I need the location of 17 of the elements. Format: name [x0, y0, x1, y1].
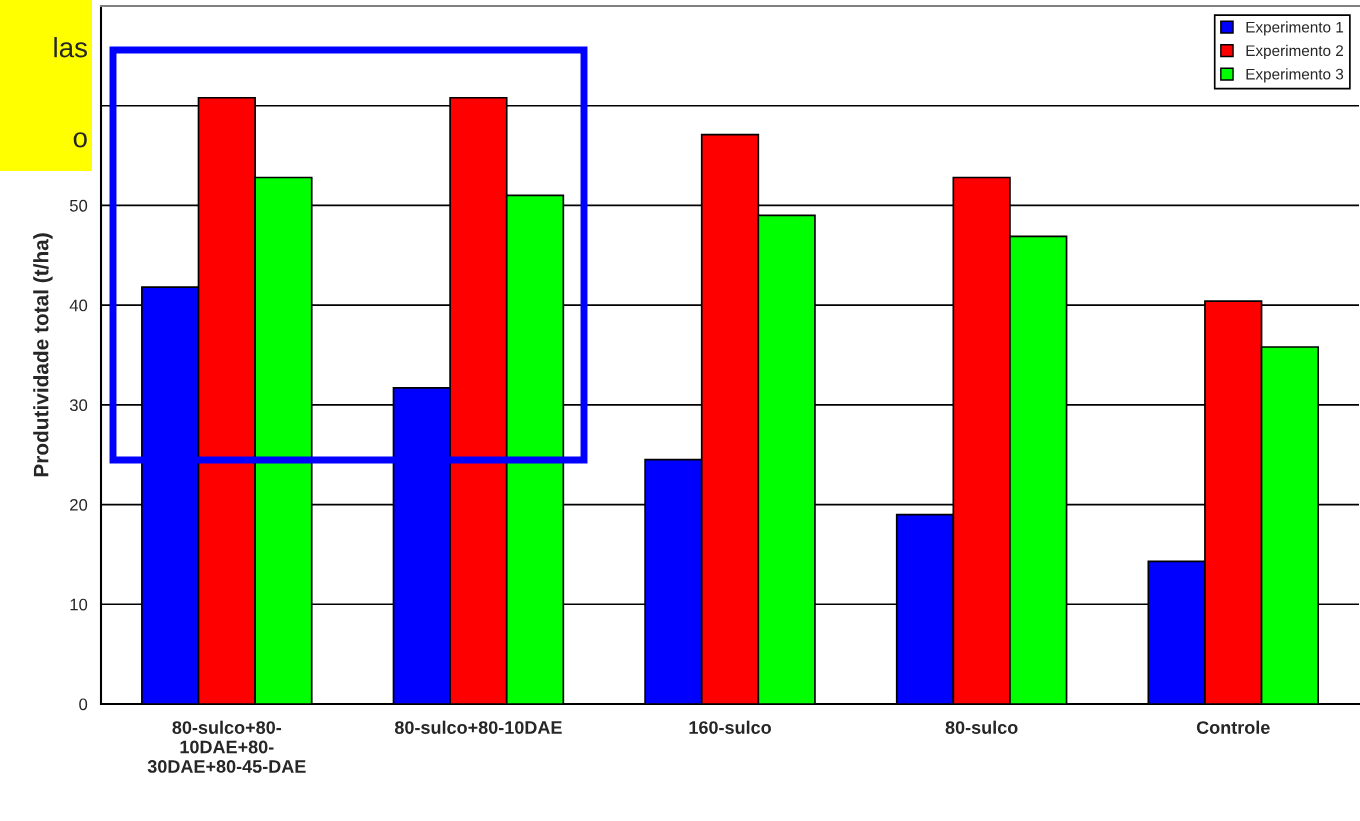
x-tick-label: Controle: [1196, 720, 1270, 734]
legend-label: Experimento 1: [1246, 21, 1344, 36]
y-tick-label: 40: [69, 299, 88, 312]
y-tick-label: 20: [70, 498, 88, 511]
y-tick-label: 50: [69, 199, 88, 212]
x-tick-label: 80-sulco: [945, 720, 1018, 734]
y-tick-label: 10: [70, 598, 88, 611]
legend-label: Experimento 2: [1246, 44, 1344, 60]
text: las: [54, 37, 87, 58]
x-tick-label: 80-sulco+80- 10DAE+80- 30DAE+80-45-DAE: [147, 720, 306, 773]
text: o: [73, 132, 87, 148]
x-tick-label: 160-sulco: [689, 720, 771, 734]
x-tick-label: 80-sulco+80-10DAE: [394, 720, 562, 734]
y-tick-label: 30: [69, 399, 88, 412]
y-tick-label: 0: [79, 698, 88, 711]
y-axis-title: Produtividade total (t/ha): [33, 233, 53, 477]
legend-label: Experimento 3: [1246, 68, 1344, 83]
